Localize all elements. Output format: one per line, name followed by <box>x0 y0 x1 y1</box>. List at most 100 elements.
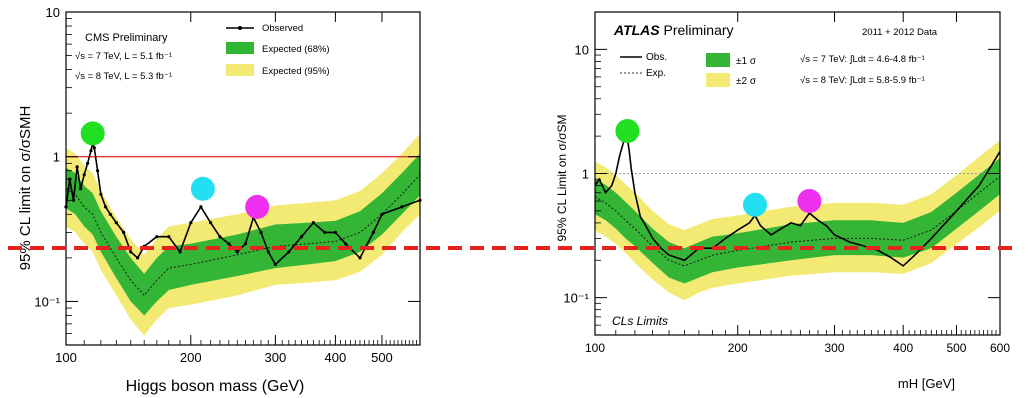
observed-point <box>71 198 76 202</box>
x-tick-label: 300 <box>265 350 287 365</box>
cms-axis-ticks: 100 200 300 400 500 10⁻¹ 1 10 <box>34 5 421 365</box>
expected-median-line <box>65 174 421 297</box>
observed-point <box>227 242 231 246</box>
observed-point <box>273 262 277 267</box>
atlas-energy-line-2: √s = 8 TeV: ∫Ldt = 5.8-5.9 fb⁻¹ <box>800 75 925 86</box>
observed-point <box>89 149 93 153</box>
observed-point <box>209 221 213 225</box>
atlas-legend: Obs. Exp. ±1 σ ±2 σ <box>620 52 757 87</box>
observed-point <box>371 230 375 234</box>
expected-median-line <box>594 175 1001 267</box>
cms-lines <box>64 139 422 297</box>
atlas-header: ATLAS Preliminary <box>613 22 734 38</box>
observed-point <box>218 235 222 239</box>
observed-point <box>129 250 133 254</box>
x-tick-label: 500 <box>371 350 393 365</box>
observed-point <box>358 256 362 260</box>
expected-68-band <box>595 158 1000 284</box>
x-tick-label: 500 <box>946 341 966 355</box>
annotation-marker-dot <box>80 121 105 146</box>
x-tick-label: 300 <box>825 341 845 355</box>
observed-point <box>189 221 193 225</box>
atlas-header-rest: Preliminary <box>660 22 734 38</box>
atlas-legend-2sigma: ±2 σ <box>736 76 757 87</box>
observed-point <box>122 230 126 234</box>
observed-point <box>400 205 404 209</box>
observed-point <box>243 242 248 246</box>
observed-point <box>167 235 171 239</box>
observed-point <box>235 250 239 254</box>
cms-expected-bands <box>66 133 420 336</box>
cms-legend-observed-marker <box>238 26 242 30</box>
cms-legend-observed: Observed <box>262 23 303 34</box>
atlas-legend-1sigma: ±1 σ <box>736 56 757 67</box>
observed-point <box>155 235 159 239</box>
atlas-axis-ticks: 100 200 300 400 500 600 10⁻¹ 1 10 <box>563 12 1010 355</box>
annotation-marker-dot <box>190 176 215 201</box>
cms-legend-68-swatch <box>226 42 254 54</box>
observed-point <box>92 146 96 150</box>
x-tick-label: 200 <box>180 350 202 365</box>
atlas-legend-1sigma-swatch <box>706 53 730 67</box>
atlas-corner-label: CLs Limits <box>612 314 668 328</box>
x-tick-label: 400 <box>893 341 913 355</box>
cms-legend-95-swatch <box>226 64 254 76</box>
observed-point <box>311 221 315 225</box>
y-tick-label: 10 <box>46 5 60 20</box>
cms-legend-68: Expected (68%) <box>262 44 330 55</box>
x-tick-label: 100 <box>55 350 77 365</box>
cms-y-axis-label: 95% CL limit on σ/σSMH <box>17 106 34 271</box>
cms-legend-95: Expected (95%) <box>262 66 330 77</box>
observed-point <box>333 230 337 234</box>
atlas-legend-2sigma-swatch <box>706 73 730 87</box>
atlas-header-bold: ATLAS <box>613 22 660 38</box>
cms-plot-frame <box>65 11 421 346</box>
observed-point <box>108 212 112 216</box>
cms-panel: 100 200 300 400 500 10⁻¹ 1 10 CMS Preliminary √… <box>17 5 422 395</box>
atlas-legend-exp: Exp. <box>646 68 666 79</box>
annotation-marker-dot <box>615 119 640 143</box>
x-tick-label: 200 <box>728 341 748 355</box>
observed-point <box>323 230 327 234</box>
atlas-y-axis-label: 95% CL Limit on σ/σSM <box>555 114 569 241</box>
cms-x-axis-label: Higgs boson mass (GeV) <box>126 378 305 395</box>
x-tick-label: 100 <box>585 341 605 355</box>
atlas-data-label: 2011 + 2012 Data <box>862 27 938 38</box>
atlas-panel: 100 200 300 400 500 600 10⁻¹ 1 10 ATLAS Prelimin… <box>555 11 1010 391</box>
cms-energy-line-2: √s = 8 TeV, L = 5.3 fb⁻¹ <box>75 71 172 82</box>
observed-point <box>299 235 304 239</box>
cms-legend: Observed Expected (68%) Expected (95%) <box>226 23 330 77</box>
y-tick-label: 1 <box>53 150 60 165</box>
observed-point <box>266 250 270 254</box>
observed-point <box>82 173 86 177</box>
atlas-expected-bands <box>595 140 1000 301</box>
observed-point <box>178 250 182 254</box>
x-tick-label: 600 <box>990 341 1010 355</box>
cms-energy-line-1: √s = 7 TeV, L = 5.1 fb⁻¹ <box>75 51 172 62</box>
y-tick-label: 10 <box>575 42 589 57</box>
observed-point <box>96 169 100 173</box>
observed-point <box>344 242 348 246</box>
atlas-legend-obs: Obs. <box>646 52 667 63</box>
annotation-overlay <box>8 119 1020 250</box>
observed-point <box>104 205 108 209</box>
observed-point <box>75 165 79 169</box>
observed-point <box>259 230 263 234</box>
observed-point <box>79 187 83 191</box>
observed-point <box>287 250 291 254</box>
x-tick-label: 400 <box>325 350 347 365</box>
cms-header: CMS Preliminary <box>85 32 168 44</box>
y-tick-label: 10⁻¹ <box>34 294 60 309</box>
annotation-marker-dot <box>245 194 270 219</box>
y-tick-label: 1 <box>582 167 589 182</box>
y-tick-label: 10⁻¹ <box>563 291 589 306</box>
expected-68-band <box>66 153 420 316</box>
observed-point <box>114 221 118 225</box>
observed-point <box>99 192 103 196</box>
observed-point <box>86 161 90 165</box>
atlas-x-axis-label: mH [GeV] <box>898 376 955 391</box>
observed-point <box>380 212 384 216</box>
observed-point <box>136 256 140 260</box>
annotation-marker-dot <box>797 189 822 213</box>
